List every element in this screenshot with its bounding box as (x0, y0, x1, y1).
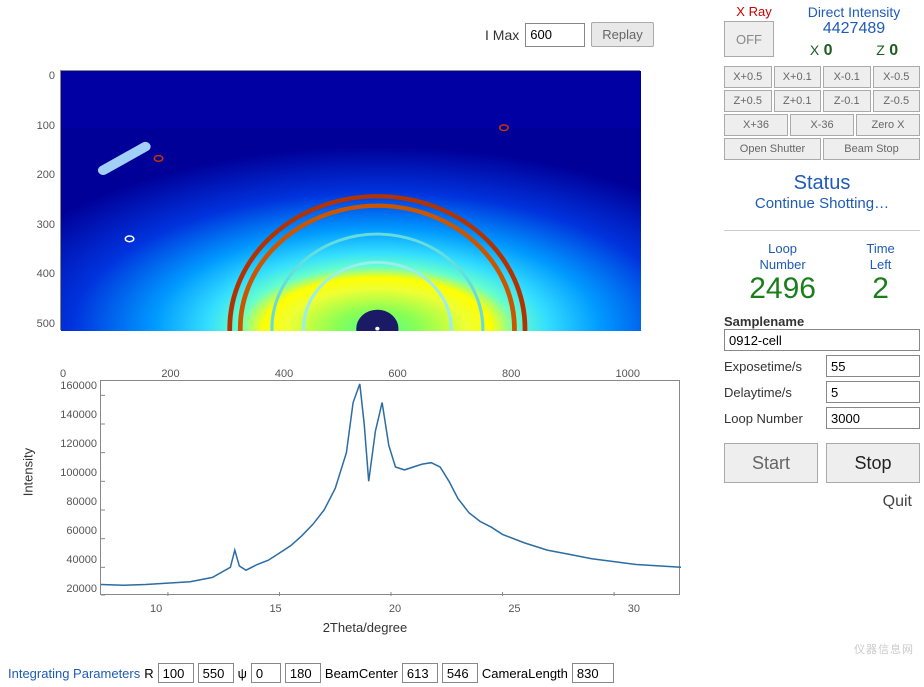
heatmap-2d: 0100200300400500 02004006008001000 (60, 70, 680, 360)
linechart-xlabel: 2Theta/degree (40, 620, 690, 635)
jog-row-x: X+0.5X+0.1X-0.1X-0.5 (724, 66, 920, 88)
loopnum-label: Loop Number (724, 411, 822, 426)
loopnum-input[interactable] (826, 407, 920, 429)
xray-off-button[interactable]: OFF (724, 21, 774, 57)
loop-number-label: LoopNumber (749, 241, 816, 272)
jog-x-36-button[interactable]: X+36 (724, 114, 788, 136)
r1-input[interactable] (158, 663, 194, 683)
jog-x-0-5-button[interactable]: X-0.5 (873, 66, 921, 88)
delaytime-input[interactable] (826, 381, 920, 403)
xray-label: X Ray (724, 4, 784, 19)
bc1-input[interactable] (402, 663, 438, 683)
jog-row-z: Z+0.5Z+0.1Z-0.1Z-0.5 (724, 90, 920, 112)
side-panel: X Ray OFF Direct Intensity 4427489 X 0 Z… (720, 0, 924, 687)
x-pos-label: X (810, 42, 819, 58)
beamcenter-label: BeamCenter (325, 666, 398, 681)
linechart-x-axis: 1015202530 (100, 603, 680, 615)
jog-row-shutter: Open ShutterBeam Stop (724, 138, 920, 160)
direct-intensity-label: Direct Intensity (788, 4, 920, 20)
imax-input[interactable] (525, 23, 585, 47)
jog-x-36-button[interactable]: X-36 (790, 114, 854, 136)
samplename-label: Samplename (724, 314, 920, 329)
stop-button[interactable]: Stop (826, 443, 920, 483)
heatmap-canvas (61, 71, 641, 331)
z-pos-value: 0 (889, 42, 898, 59)
bc2-input[interactable] (442, 663, 478, 683)
samplename-input[interactable] (724, 329, 920, 351)
jog-x-0-5-button[interactable]: X+0.5 (724, 66, 772, 88)
integrating-params-row: Integrating Parameters R ψ BeamCenter Ca… (8, 663, 614, 683)
jog-x-0-1-button[interactable]: X+0.1 (774, 66, 822, 88)
cameralength-label: CameraLength (482, 666, 568, 681)
jog-row-x36: X+36X-36Zero X (724, 114, 920, 136)
linechart-y-axis: 1600001400001200001000008000060000400002… (45, 380, 97, 595)
linechart-canvas (101, 381, 681, 596)
loop-number-value: 2496 (749, 272, 816, 306)
psi2-input[interactable] (285, 663, 321, 683)
r2-input[interactable] (198, 663, 234, 683)
r-label: R (144, 666, 153, 681)
jog-open-shutter-button[interactable]: Open Shutter (724, 138, 821, 160)
jog-x-0-1-button[interactable]: X-0.1 (823, 66, 871, 88)
replay-button[interactable]: Replay (591, 22, 653, 47)
status-message: Continue Shotting… (724, 195, 920, 212)
delaytime-label: Delaytime/s (724, 385, 822, 400)
psi-label: ψ (238, 666, 247, 681)
heatmap-x-axis: 02004006008001000 (60, 368, 640, 380)
jog-z-0-5-button[interactable]: Z+0.5 (724, 90, 772, 112)
time-left-label: TimeLeft (866, 241, 894, 272)
quit-button[interactable]: Quit (883, 493, 912, 510)
direct-intensity-value: 4427489 (788, 20, 920, 38)
heatmap-y-axis: 0100200300400500 (25, 70, 55, 330)
jog-z-0-5-button[interactable]: Z-0.5 (873, 90, 921, 112)
status-title: Status (724, 172, 920, 195)
jog-z-0-1-button[interactable]: Z+0.1 (774, 90, 822, 112)
params-label: Integrating Parameters (8, 666, 140, 681)
jog-zero-x-button[interactable]: Zero X (856, 114, 920, 136)
jog-z-0-1-button[interactable]: Z-0.1 (823, 90, 871, 112)
x-pos-value: 0 (824, 42, 833, 59)
linechart-ylabel: Intensity (21, 447, 36, 495)
z-pos-label: Z (876, 42, 885, 58)
jog-beam-stop-button[interactable]: Beam Stop (823, 138, 920, 160)
cameralength-input[interactable] (572, 663, 614, 683)
exposetime-label: Exposetime/s (724, 359, 822, 374)
psi1-input[interactable] (251, 663, 281, 683)
start-button[interactable]: Start (724, 443, 818, 483)
exposetime-input[interactable] (826, 355, 920, 377)
time-left-value: 2 (866, 272, 894, 306)
watermark: 仪器信息网 (854, 641, 914, 657)
linechart-1d: Intensity 160000140000120000100000800006… (40, 380, 690, 645)
imax-label: I Max (485, 27, 519, 43)
